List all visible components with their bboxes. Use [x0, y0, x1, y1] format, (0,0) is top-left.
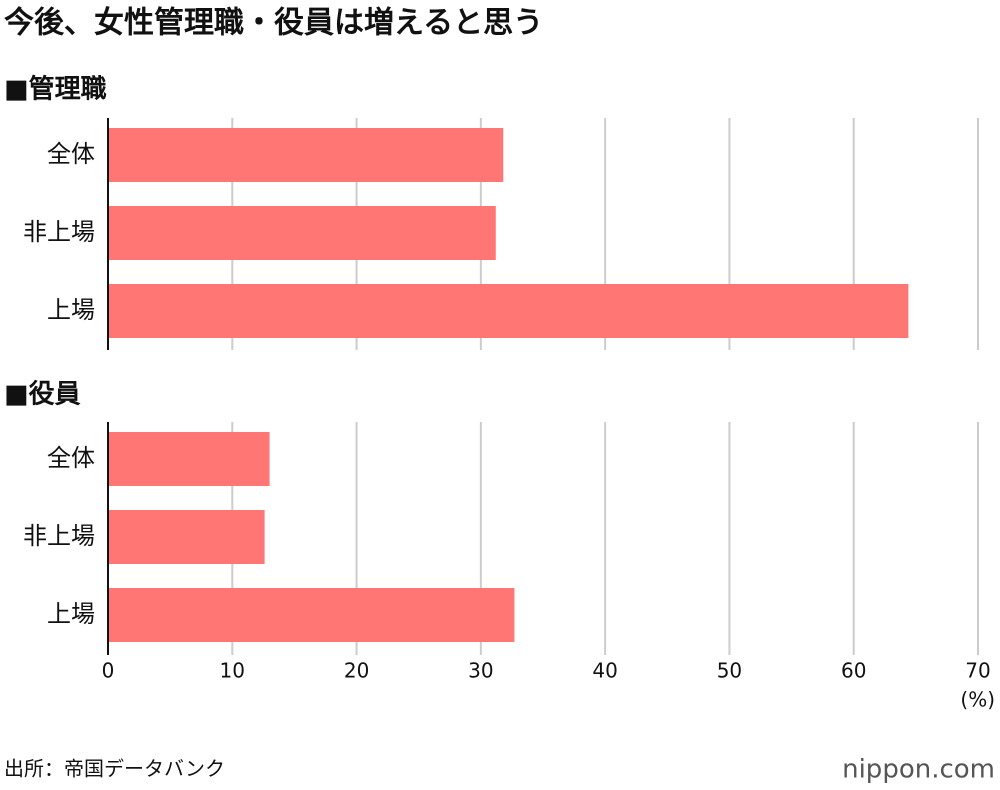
bar: [108, 432, 270, 486]
x-tick-label: 10: [220, 659, 245, 683]
bar: [108, 510, 265, 564]
panel-title: ■役員: [4, 380, 81, 410]
x-tick-label: 70: [965, 659, 990, 683]
y-tick-label: 全体: [47, 444, 95, 472]
x-tick-label: 50: [717, 659, 742, 683]
y-tick-label: 上場: [47, 600, 95, 628]
panel-title: ■管理職: [4, 75, 107, 105]
bar: [108, 588, 515, 642]
y-tick-label: 全体: [47, 140, 95, 168]
x-tick-label: 60: [841, 659, 866, 683]
x-tick-label: 20: [344, 659, 369, 683]
bar: [108, 128, 504, 182]
x-tick-label: 0: [102, 659, 115, 683]
y-tick-label: 非上場: [23, 522, 95, 550]
bar: [108, 206, 496, 260]
logo: nippon.com: [842, 755, 995, 785]
y-tick-label: 上場: [47, 296, 95, 324]
bar: [108, 284, 909, 338]
x-tick-label: 30: [468, 659, 493, 683]
x-axis-label: (%): [960, 688, 995, 712]
source: 出所：帝国データバンク: [4, 757, 225, 781]
x-tick-label: 40: [592, 659, 617, 683]
y-tick-label: 非上場: [23, 218, 95, 246]
chart-title: 今後、女性管理職・役員は増えると思う: [4, 6, 543, 41]
